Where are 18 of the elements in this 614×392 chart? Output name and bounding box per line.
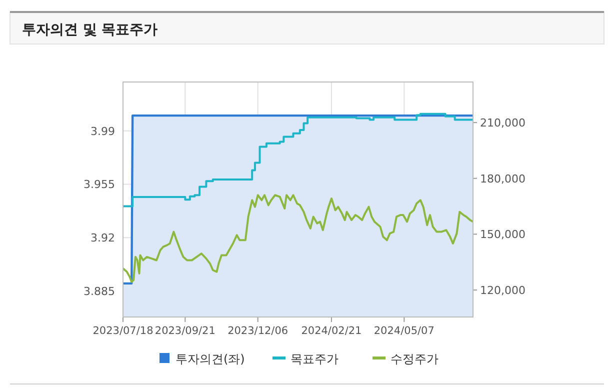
line-series [122, 194, 474, 283]
y-tick-label: 3.955 [84, 178, 115, 192]
legend-label: 투자의견(좌) [176, 352, 245, 366]
x-tick-label: 2023/07/18 [92, 325, 154, 337]
legend-label: 목표주가 [290, 352, 338, 366]
y-tick-label: 3.99 [90, 124, 115, 138]
legend-label: 수정주가 [390, 352, 438, 366]
x-tick-label: 2023/12/06 [228, 325, 288, 337]
chart-title: 투자의견 및 목표주가 [22, 22, 158, 38]
y2-tick-label: 210,000 [480, 116, 526, 130]
x-tick-label: 2023/09/21 [154, 325, 216, 337]
y2-tick-label: 120,000 [480, 284, 526, 298]
y2-tick-label: 180,000 [480, 172, 526, 186]
x-tick-label: 2024/05/07 [374, 325, 434, 337]
x-tick-label: 2024/02/21 [301, 325, 362, 337]
y2-tick-label: 150,000 [480, 228, 526, 242]
y-tick-label: 3.885 [84, 285, 115, 298]
y-tick-label: 3.92 [90, 232, 115, 245]
